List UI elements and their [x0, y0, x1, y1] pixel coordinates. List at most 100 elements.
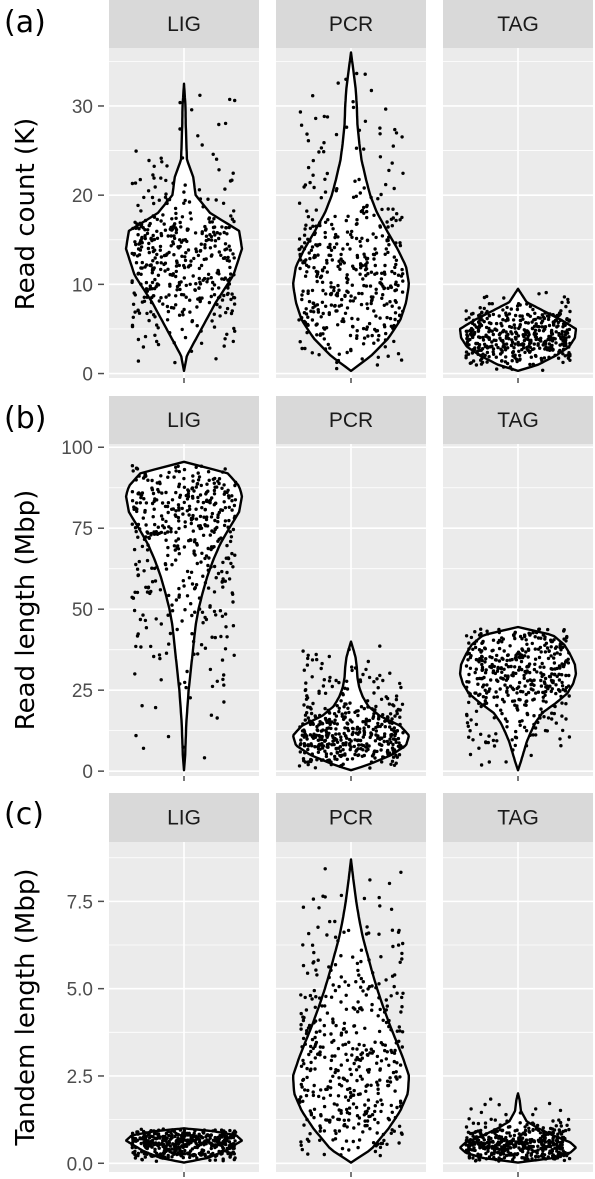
data-point	[323, 177, 327, 181]
data-point	[563, 1137, 567, 1141]
data-point	[550, 331, 554, 336]
data-point	[305, 737, 309, 741]
data-point	[339, 1033, 343, 1037]
data-point	[395, 729, 399, 733]
data-point	[233, 498, 238, 502]
data-point	[308, 1132, 312, 1136]
data-point	[306, 1088, 310, 1093]
data-point	[164, 651, 169, 655]
data-point	[491, 332, 495, 337]
data-point	[183, 183, 187, 187]
data-point	[171, 272, 175, 276]
data-point	[525, 1123, 529, 1127]
data-point	[479, 627, 483, 631]
data-point	[368, 284, 373, 288]
data-point	[478, 692, 482, 696]
data-point	[355, 253, 359, 258]
data-point	[347, 737, 352, 742]
data-point	[364, 749, 368, 753]
data-point	[379, 1059, 384, 1063]
data-point	[527, 1126, 531, 1131]
data-point	[328, 722, 332, 727]
data-point	[329, 303, 334, 307]
data-point	[483, 688, 487, 692]
data-point	[363, 72, 367, 76]
data-point	[544, 700, 548, 704]
data-point	[377, 333, 381, 338]
data-point	[531, 362, 535, 366]
data-point	[309, 711, 314, 716]
data-point	[149, 300, 154, 305]
data-point	[212, 503, 216, 507]
jitter-points	[464, 627, 572, 767]
data-point	[516, 334, 521, 338]
data-point	[202, 756, 207, 760]
data-point	[379, 748, 383, 752]
data-point	[531, 1144, 535, 1149]
data-point	[544, 345, 548, 349]
data-point	[214, 576, 218, 580]
data-point	[362, 252, 366, 256]
data-point	[174, 539, 178, 543]
data-point	[357, 1116, 362, 1120]
data-point	[310, 218, 315, 222]
data-point	[555, 1147, 559, 1151]
data-point	[324, 304, 328, 308]
data-point	[401, 745, 405, 749]
data-point	[339, 1153, 343, 1157]
data-point	[384, 182, 388, 187]
data-point	[373, 1040, 377, 1044]
data-point	[400, 1005, 404, 1009]
data-point	[329, 281, 333, 285]
data-point	[307, 251, 311, 255]
data-point	[490, 329, 494, 333]
data-point	[397, 1025, 401, 1029]
data-point	[301, 943, 305, 947]
data-point	[191, 274, 195, 278]
data-point	[385, 715, 390, 719]
data-point	[156, 1132, 161, 1136]
data-point	[209, 565, 213, 569]
data-point	[334, 747, 338, 751]
data-point	[547, 1130, 551, 1135]
data-point	[334, 714, 339, 718]
data-point	[568, 358, 572, 362]
data-point	[478, 306, 482, 310]
data-point	[491, 347, 496, 351]
data-point	[357, 1138, 362, 1142]
data-point	[213, 244, 217, 248]
data-point	[400, 215, 404, 220]
data-point	[539, 707, 543, 711]
data-point	[213, 476, 217, 481]
data-point	[184, 295, 188, 299]
data-point	[566, 661, 571, 665]
data-point	[350, 665, 354, 669]
data-point	[135, 254, 140, 258]
data-point	[393, 1089, 397, 1093]
data-point	[509, 307, 513, 311]
data-point	[390, 928, 395, 932]
data-point	[509, 343, 514, 347]
data-point	[306, 289, 310, 293]
data-point	[379, 697, 384, 701]
data-point	[299, 738, 303, 742]
data-point	[387, 1018, 391, 1023]
data-point	[350, 235, 354, 239]
data-point	[299, 1143, 303, 1148]
facet-strip	[109, 0, 259, 48]
data-point	[343, 980, 347, 984]
data-point	[550, 717, 554, 721]
data-point	[513, 326, 517, 330]
data-point	[376, 355, 380, 359]
data-point	[190, 613, 194, 618]
data-point	[200, 143, 204, 147]
data-point	[378, 724, 382, 729]
data-point	[336, 1094, 341, 1098]
data-point	[497, 627, 501, 632]
data-point	[163, 504, 168, 509]
data-point	[305, 1117, 309, 1122]
data-point	[227, 577, 232, 581]
data-point	[467, 672, 471, 677]
data-point	[199, 483, 203, 488]
data-point	[508, 644, 512, 648]
